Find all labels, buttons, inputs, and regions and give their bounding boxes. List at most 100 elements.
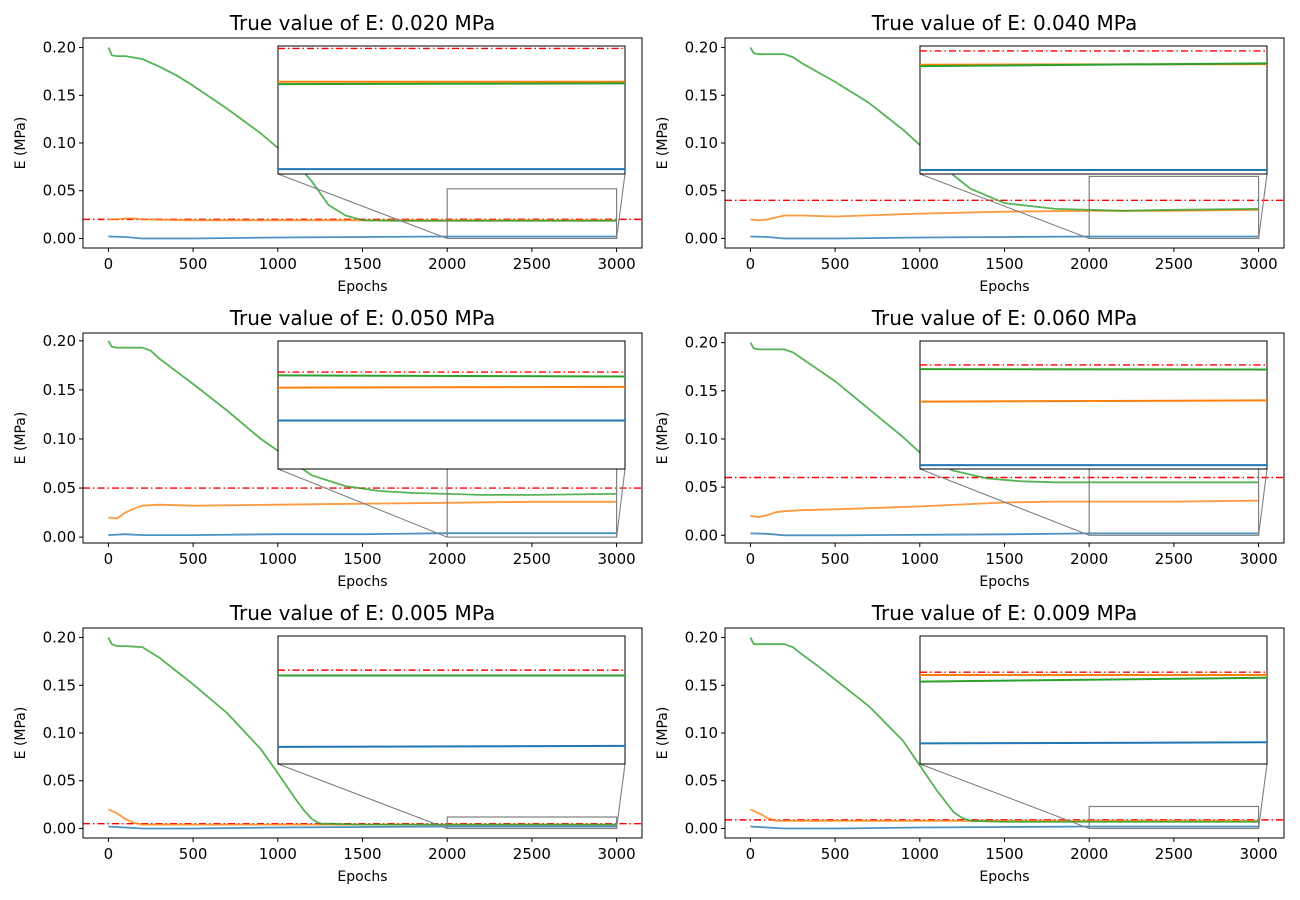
inset-line-2 bbox=[919, 399, 1268, 403]
x-tick-label: 0 bbox=[746, 550, 756, 568]
x-tick-label: 2500 bbox=[1155, 550, 1193, 568]
y-tick-label: 0.20 bbox=[685, 334, 718, 352]
inset-axes bbox=[277, 340, 626, 470]
x-tick-label: 0 bbox=[746, 845, 756, 863]
series-group bbox=[749, 637, 1259, 830]
inset-line-2 bbox=[277, 82, 626, 86]
zoom-region-box bbox=[446, 816, 618, 830]
inset-line-2 bbox=[277, 385, 626, 389]
inset-line-2 bbox=[919, 62, 1268, 68]
x-tick-label: 2500 bbox=[1155, 255, 1193, 273]
zoom-connector-right bbox=[616, 763, 626, 829]
y-tick-label: 0.10 bbox=[685, 430, 718, 448]
series-line-blue bbox=[750, 532, 1259, 537]
y-tick-label: 0.15 bbox=[685, 676, 718, 694]
inset-axes bbox=[919, 340, 1268, 470]
x-tick-label: 2000 bbox=[1070, 255, 1108, 273]
x-tick-label: 500 bbox=[821, 845, 850, 863]
x-tick-label: 3000 bbox=[597, 845, 635, 863]
x-tick-label: 2000 bbox=[1070, 550, 1108, 568]
y-tick-label: 0.05 bbox=[685, 182, 718, 200]
series-line-orange bbox=[750, 808, 1259, 822]
x-tick-label: 2000 bbox=[428, 255, 466, 273]
x-axis-label: Epochs bbox=[337, 869, 387, 885]
series-line-blue bbox=[750, 825, 1259, 830]
y-tick-label: 0.05 bbox=[685, 772, 718, 790]
y-tick-label: 0.05 bbox=[43, 772, 76, 790]
inset-axes bbox=[277, 45, 626, 175]
series-line-blue bbox=[108, 825, 617, 830]
x-axis-label: Epochs bbox=[979, 574, 1029, 590]
x-tick-label: 1000 bbox=[259, 845, 297, 863]
series-line-green bbox=[749, 47, 1259, 212]
zoom-connector-left bbox=[277, 173, 448, 239]
x-tick-label: 0 bbox=[104, 845, 114, 863]
y-tick-label: 0.10 bbox=[43, 134, 76, 152]
x-tick-label: 1500 bbox=[343, 255, 381, 273]
chart-title: True value of E: 0.020 MPa bbox=[229, 11, 495, 35]
chart-panel-2: 0 500 1000 1500 2000 2500 3000 0.00 0.05 0.10 0.15… bbox=[655, 11, 1285, 295]
x-tick-label: 500 bbox=[179, 550, 208, 568]
x-tick-label: 1500 bbox=[985, 550, 1023, 568]
x-tick-label: 1000 bbox=[901, 550, 939, 568]
y-tick-label: 0.20 bbox=[43, 629, 76, 647]
y-axis-label: E (MPa) bbox=[655, 707, 671, 760]
y-tick-label: 0.00 bbox=[43, 819, 76, 837]
x-tick-label: 1500 bbox=[985, 845, 1023, 863]
x-tick-label: 2000 bbox=[1070, 845, 1108, 863]
y-tick-label: 0.20 bbox=[43, 39, 76, 57]
x-tick-label: 500 bbox=[821, 550, 850, 568]
x-tick-label: 3000 bbox=[1239, 550, 1277, 568]
inset-line-2 bbox=[277, 744, 626, 748]
zoom-region-box bbox=[1088, 462, 1260, 536]
y-tick-label: 0.15 bbox=[685, 86, 718, 104]
x-tick-label: 2500 bbox=[1155, 845, 1193, 863]
x-tick-label: 500 bbox=[821, 255, 850, 273]
x-tick-label: 1500 bbox=[343, 845, 381, 863]
series-line-blue bbox=[750, 235, 1259, 240]
series-group bbox=[107, 637, 617, 830]
inset-axes bbox=[919, 45, 1268, 175]
chart-panel-1: 0 500 1000 1500 2000 2500 3000 0.00 0.05 0.10 0.15… bbox=[13, 11, 643, 295]
y-tick-label: 0.00 bbox=[685, 819, 718, 837]
y-tick-label: 0.10 bbox=[685, 134, 718, 152]
zoom-connector-left bbox=[277, 763, 448, 829]
inset-line-3 bbox=[919, 741, 1268, 745]
x-tick-label: 2500 bbox=[513, 845, 551, 863]
y-tick-label: 0.20 bbox=[43, 332, 76, 350]
y-tick-label: 0.15 bbox=[43, 676, 76, 694]
y-tick-label: 0.00 bbox=[685, 229, 718, 247]
y-tick-label: 0.15 bbox=[685, 382, 718, 400]
x-tick-label: 1000 bbox=[259, 550, 297, 568]
series-line-green bbox=[107, 47, 617, 222]
chart-title: True value of E: 0.050 MPa bbox=[229, 306, 495, 330]
y-axis-label: E (MPa) bbox=[655, 412, 671, 465]
zoom-connector-right bbox=[616, 468, 626, 538]
series-line-blue bbox=[108, 235, 617, 240]
chart-title: True value of E: 0.040 MPa bbox=[871, 11, 1137, 35]
chart-title: True value of E: 0.005 MPa bbox=[229, 601, 495, 625]
x-axis-label: Epochs bbox=[337, 279, 387, 295]
zoom-connector-left bbox=[277, 468, 448, 538]
zoom-connector-left bbox=[919, 173, 1090, 239]
x-tick-label: 500 bbox=[179, 255, 208, 273]
series-group bbox=[107, 47, 617, 240]
x-tick-label: 3000 bbox=[597, 255, 635, 273]
x-tick-label: 3000 bbox=[1239, 255, 1277, 273]
series-line-orange bbox=[750, 208, 1259, 222]
series-line-orange bbox=[750, 499, 1259, 518]
zoom-region-box bbox=[1088, 805, 1260, 830]
inset-axes bbox=[277, 635, 626, 765]
chart-panel-6: 0 500 1000 1500 2000 2500 3000 0.00 0.05 0.10 0.15… bbox=[655, 601, 1285, 885]
y-tick-label: 0.10 bbox=[43, 430, 76, 448]
x-tick-label: 0 bbox=[104, 255, 114, 273]
chart-panel-4: 0 500 1000 1500 2000 2500 3000 0.00 0.05 0.10 0.15… bbox=[655, 306, 1285, 590]
y-tick-label: 0.00 bbox=[43, 229, 76, 247]
x-tick-label: 1500 bbox=[343, 550, 381, 568]
y-axis-label: E (MPa) bbox=[13, 707, 29, 760]
x-tick-label: 0 bbox=[104, 550, 114, 568]
x-tick-label: 2000 bbox=[428, 845, 466, 863]
inset-line-2 bbox=[919, 676, 1268, 683]
x-tick-label: 1000 bbox=[901, 845, 939, 863]
x-tick-label: 2500 bbox=[513, 255, 551, 273]
